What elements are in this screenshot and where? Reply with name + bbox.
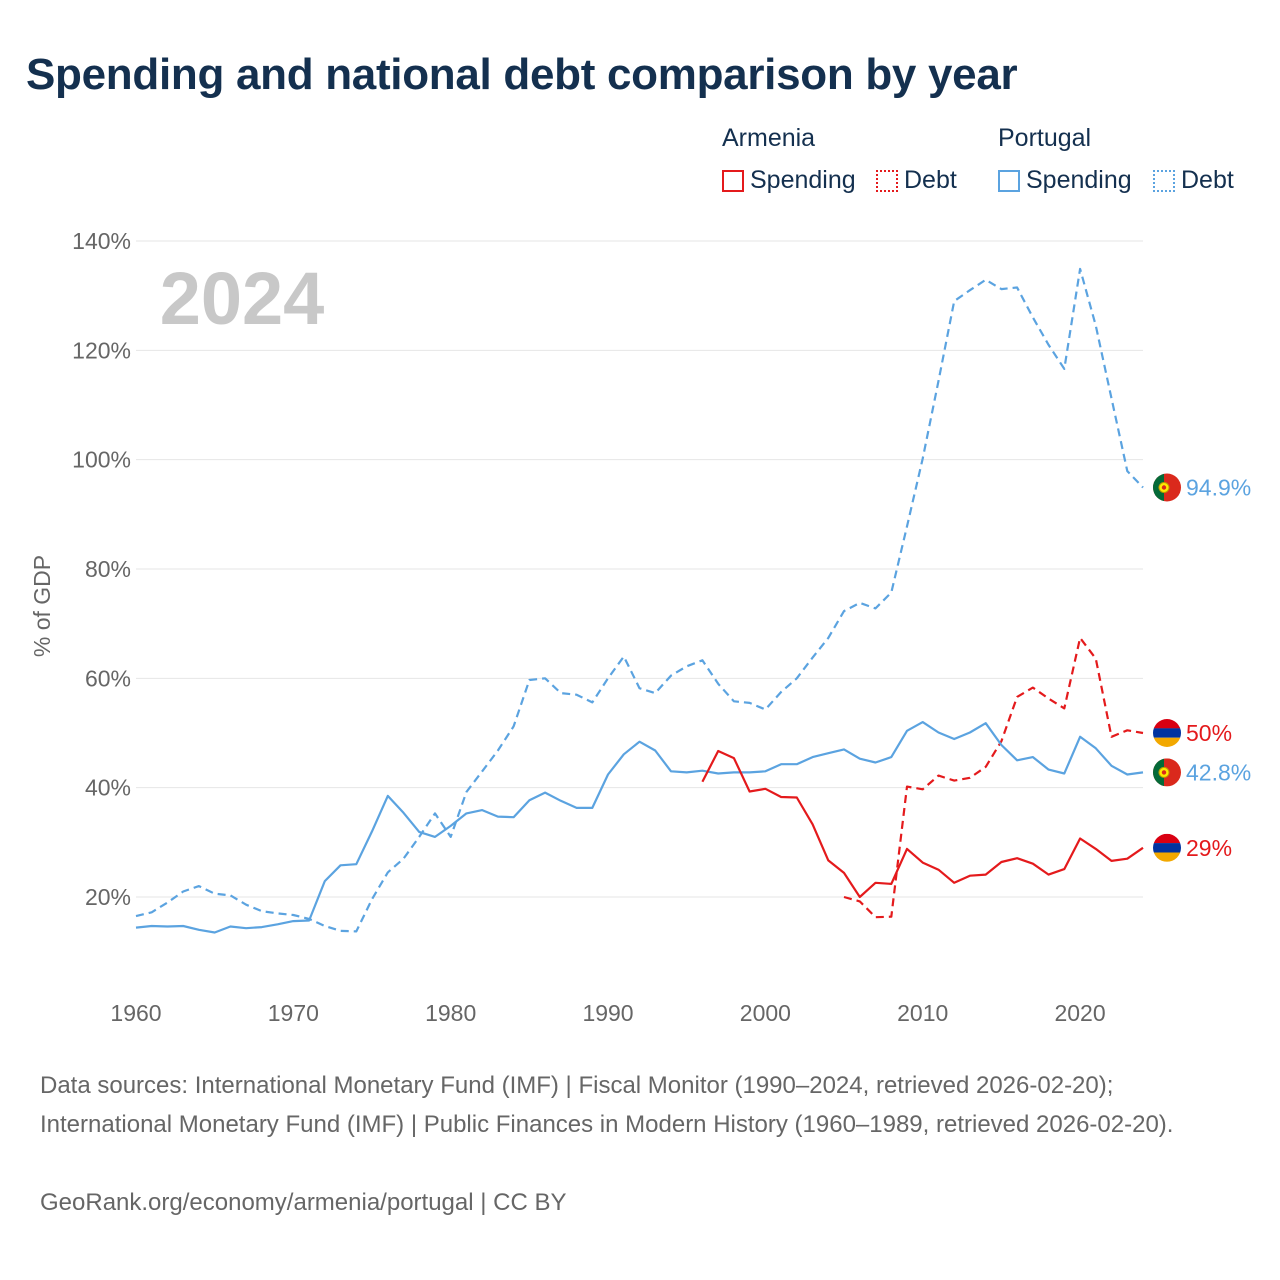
legend-portugal-debt[interactable]: Debt bbox=[1153, 166, 1234, 195]
legend-portugal-spending-label: Spending bbox=[1026, 166, 1132, 194]
y-tick-label: 20% bbox=[85, 884, 131, 910]
footer-link[interactable]: GeoRank.org/economy/armenia/portugal | C… bbox=[40, 1189, 567, 1216]
series-line-armenia-debt bbox=[843, 636, 1144, 919]
y-tick-label: 40% bbox=[85, 775, 131, 801]
series-line-portugal-spending bbox=[135, 720, 1144, 934]
legend-armenia-debt[interactable]: Debt bbox=[876, 166, 957, 195]
legend-armenia-label: Armenia bbox=[722, 124, 816, 152]
line-chart: 20% 40% 60% 80% 100% 120% 140% 1960 1970 1980 199… bbox=[29, 228, 1251, 1026]
legend-armenia-spending-label: Spending bbox=[750, 166, 856, 194]
chart-title: Spending and national debt comparison by… bbox=[26, 50, 1018, 99]
end-markers: 94.9% 50% 42.8% 29% bbox=[1153, 473, 1251, 862]
end-label-portugal-spending: 42.8% bbox=[1186, 759, 1251, 785]
flag-portugal-icon bbox=[1153, 758, 1181, 787]
flag-portugal-icon bbox=[1153, 473, 1181, 502]
y-tick-label: 80% bbox=[85, 556, 131, 582]
legend-portugal-label: Portugal bbox=[998, 124, 1092, 152]
x-axis: 1960 1970 1980 1990 2000 2010 2020 bbox=[110, 1000, 1105, 1026]
flag-armenia-icon bbox=[1153, 719, 1181, 747]
series-group bbox=[135, 267, 1144, 934]
y-axis: 20% 40% 60% 80% 100% 120% 140% bbox=[72, 228, 131, 910]
legend-armenia-spending-swatch bbox=[722, 169, 744, 192]
flag-armenia-icon bbox=[1153, 833, 1181, 862]
grid-lines bbox=[136, 240, 1143, 898]
y-tick-label: 60% bbox=[85, 665, 131, 691]
legend-portugal-debt-swatch bbox=[1153, 169, 1175, 192]
y-tick-label: 100% bbox=[72, 447, 131, 473]
legend-portugal-spending-swatch bbox=[998, 169, 1020, 192]
legend-armenia-spending[interactable]: Spending bbox=[722, 166, 856, 195]
end-label-armenia-spending: 29% bbox=[1186, 835, 1232, 861]
end-label-portugal-debt: 94.9% bbox=[1186, 475, 1251, 501]
series-line-armenia-spending bbox=[701, 749, 1144, 899]
end-label-armenia-debt: 50% bbox=[1186, 720, 1232, 746]
series-line-portugal-debt bbox=[135, 267, 1144, 933]
legend-portugal-debt-label: Debt bbox=[1181, 166, 1234, 194]
x-tick-label: 1960 bbox=[110, 1000, 161, 1026]
legend-armenia-debt-swatch bbox=[876, 169, 898, 192]
x-tick-label: 2010 bbox=[897, 1000, 948, 1026]
y-axis-label: % of GDP bbox=[29, 555, 55, 657]
data-sources: Data sources: International Monetary Fun… bbox=[40, 1072, 1174, 1138]
x-tick-label: 1970 bbox=[268, 1000, 319, 1026]
legend-armenia-debt-label: Debt bbox=[904, 166, 957, 194]
year-watermark: 2024 bbox=[160, 257, 325, 340]
x-tick-label: 2020 bbox=[1054, 1000, 1105, 1026]
x-tick-label: 1980 bbox=[425, 1000, 476, 1026]
y-tick-label: 140% bbox=[72, 228, 131, 254]
x-tick-label: 2000 bbox=[740, 1000, 791, 1026]
x-tick-label: 1990 bbox=[582, 1000, 633, 1026]
legend-portugal-spending[interactable]: Spending bbox=[998, 166, 1132, 195]
y-tick-label: 120% bbox=[72, 337, 131, 363]
